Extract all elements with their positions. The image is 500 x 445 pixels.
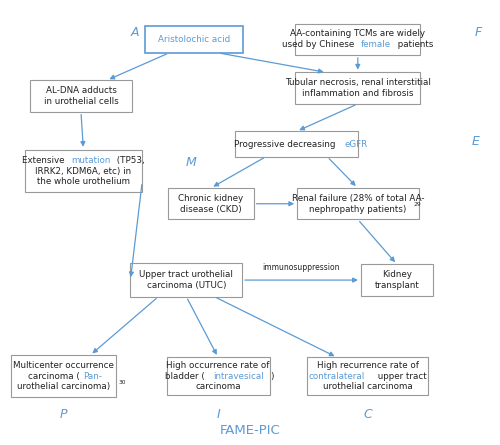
Text: nephropathy patients): nephropathy patients) (309, 205, 406, 214)
Text: contralateral: contralateral (308, 372, 365, 380)
Text: 30: 30 (119, 380, 126, 385)
Text: IRRK2, KDM6A, etc) in: IRRK2, KDM6A, etc) in (36, 166, 132, 175)
FancyBboxPatch shape (296, 73, 420, 104)
FancyBboxPatch shape (307, 357, 428, 395)
Text: A: A (130, 26, 139, 39)
Text: patients: patients (395, 40, 434, 49)
Text: P: P (60, 408, 68, 421)
Text: Kidney: Kidney (382, 270, 412, 279)
Text: disease (CKD): disease (CKD) (180, 205, 242, 214)
Text: (TP53,: (TP53, (114, 156, 145, 165)
Text: upper tract: upper tract (375, 372, 427, 380)
FancyBboxPatch shape (11, 355, 117, 397)
Text: Extensive: Extensive (22, 156, 68, 165)
Text: urothelial carcinoma: urothelial carcinoma (322, 382, 412, 391)
Text: I: I (216, 408, 220, 421)
Text: intravesical: intravesical (214, 372, 264, 380)
Text: used by Chinese: used by Chinese (282, 40, 356, 49)
Text: female: female (360, 40, 391, 49)
FancyBboxPatch shape (236, 131, 358, 157)
FancyBboxPatch shape (24, 150, 142, 192)
Text: urothelial carcinoma): urothelial carcinoma) (17, 382, 110, 391)
Text: carcinoma: carcinoma (196, 382, 241, 391)
Text: Renal failure (28% of total AA-: Renal failure (28% of total AA- (292, 194, 424, 203)
Text: E: E (472, 135, 480, 148)
Text: FAME-PIC: FAME-PIC (220, 425, 280, 437)
FancyBboxPatch shape (297, 188, 418, 219)
Text: High occurrence rate of: High occurrence rate of (166, 361, 270, 370)
Text: Chronic kidney: Chronic kidney (178, 194, 244, 203)
Text: immunosuppression: immunosuppression (262, 263, 340, 272)
FancyBboxPatch shape (144, 26, 242, 53)
Text: High recurrence rate of: High recurrence rate of (316, 361, 418, 370)
Text: Progressive decreasing: Progressive decreasing (234, 139, 338, 149)
Text: bladder (: bladder ( (165, 372, 204, 380)
Text: F: F (474, 26, 482, 39)
Text: Upper tract urothelial: Upper tract urothelial (140, 270, 233, 279)
FancyBboxPatch shape (130, 263, 242, 297)
FancyBboxPatch shape (168, 188, 254, 219)
Text: Aristolochic acid: Aristolochic acid (158, 35, 230, 44)
Text: Tubular necrosis, renal interstitial: Tubular necrosis, renal interstitial (285, 78, 430, 87)
Text: Pan-: Pan- (82, 372, 102, 380)
Text: in urothelial cells: in urothelial cells (44, 97, 118, 106)
Text: AL-DNA adducts: AL-DNA adducts (46, 86, 117, 95)
FancyBboxPatch shape (296, 24, 420, 55)
Text: inflammation and fibrosis: inflammation and fibrosis (302, 89, 414, 98)
Text: C: C (363, 408, 372, 421)
Text: 29: 29 (414, 202, 421, 207)
Text: Multicenter occurrence: Multicenter occurrence (14, 361, 114, 370)
Text: mutation: mutation (72, 156, 111, 165)
Text: M: M (186, 156, 196, 169)
FancyBboxPatch shape (360, 264, 434, 296)
FancyBboxPatch shape (166, 357, 270, 395)
Text: carcinoma (: carcinoma ( (28, 372, 80, 380)
Text: ): ) (270, 372, 274, 380)
Text: the whole urothelium: the whole urothelium (37, 177, 130, 186)
Text: eGFR: eGFR (344, 139, 368, 149)
Text: AA-containing TCMs are widely: AA-containing TCMs are widely (290, 29, 426, 38)
Text: transplant: transplant (374, 281, 420, 290)
Text: carcinoma (UTUC): carcinoma (UTUC) (146, 281, 226, 290)
FancyBboxPatch shape (30, 81, 132, 112)
